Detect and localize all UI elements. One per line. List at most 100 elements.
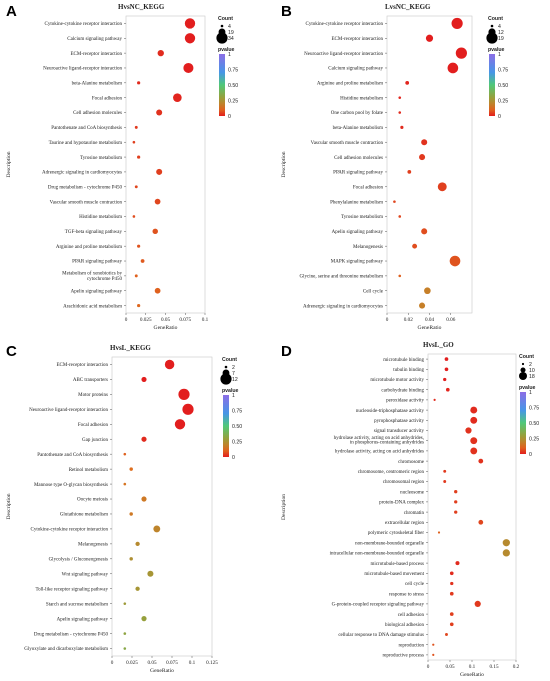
data-point (419, 154, 426, 161)
panel-a: A HvsNC_KEGG 0 0.025 0.05 0.075 0.1 GeneRatio De… (0, 0, 275, 340)
category-label: Vascular smooth muscle contraction (50, 200, 123, 205)
x-tick-label: 0 (427, 664, 430, 670)
data-point (123, 647, 127, 650)
x-tick-label: 0.04 (425, 317, 434, 323)
category-label: chromatin (404, 511, 425, 516)
category-label: Histidine metabolism (79, 215, 122, 220)
data-point (449, 622, 454, 627)
category-label: Apelin signaling pathway (332, 230, 384, 235)
data-point (153, 525, 161, 533)
data-point (398, 111, 402, 114)
data-point (141, 436, 147, 442)
category-label: Glycine, serine and threonine metabolism (300, 275, 384, 280)
plot-frame (111, 356, 213, 657)
data-point (164, 359, 175, 370)
category-label: Cytokine-cytokine receptor interaction (306, 22, 384, 27)
category-label: PPAR signaling pathway (333, 171, 383, 176)
category-label: cellular response to DNA damage stimulus (338, 633, 424, 638)
color-legend-label: 0.75 (232, 408, 242, 414)
color-legend-label: 0 (232, 455, 235, 461)
category-label: One carbon pool by folate (331, 111, 384, 116)
x-tick-label: 0.15 (489, 664, 498, 670)
category-label: Adrenergic signaling in cardiomyocytes (42, 171, 122, 176)
category-label: Focal adhesion (78, 423, 109, 428)
category-label: Neuroactive ligand-receptor interaction (304, 52, 383, 57)
category-label: Calcium signaling pathway (67, 37, 122, 42)
color-legend-label: 0.75 (228, 67, 238, 73)
category-label: Arachidonic acid metabolism (63, 304, 122, 309)
panel-c: C HvsL_KEGG 0 0.025 0.05 0.075 0.1 0.125 GeneRat… (0, 340, 275, 681)
category-label: microtubule-based process (371, 562, 425, 567)
category-label: nucleoside-triphosphatase activity (356, 409, 425, 414)
data-point (447, 62, 459, 74)
data-point (443, 377, 447, 382)
data-point (449, 255, 461, 267)
data-point (132, 140, 136, 144)
color-legend-label: 0 (529, 452, 532, 458)
color-legend-bar (223, 395, 229, 457)
category-label: Taurine and hypotaurine metabolism (49, 141, 122, 146)
color-legend-label: 0.50 (228, 83, 238, 89)
x-tick-label: 0.02 (404, 317, 413, 323)
data-point (182, 403, 194, 415)
category-label: cell adhesion (398, 613, 425, 618)
data-point (437, 182, 447, 192)
data-point (407, 170, 412, 174)
color-legend-label: 0 (228, 114, 231, 120)
category-label: Gap junction (82, 438, 108, 443)
category-label: microtubule binding (383, 358, 424, 363)
data-point (412, 243, 418, 249)
size-legend-dot (521, 362, 525, 366)
category-label: Tyrosine metabolism (341, 215, 383, 220)
category-label: Glycolysis / Gluconeogenesis (49, 558, 108, 563)
category-label: Toll-like receptor signaling pathway (35, 587, 108, 592)
data-point (433, 398, 436, 401)
data-point (470, 406, 478, 414)
size-legend-dot (486, 32, 498, 44)
data-point (424, 287, 431, 295)
data-point (437, 531, 441, 534)
data-point (444, 367, 449, 372)
category-label: ABC transporters (73, 378, 108, 383)
category-label: Starch and sucrose metabolism (46, 602, 108, 607)
x-tick-label: 0.1 (469, 664, 476, 670)
color-legend-label: 0.25 (232, 439, 242, 445)
category-label: signal transducer activity (374, 429, 425, 434)
category-label: microtubule motor activity (370, 378, 424, 383)
x-tick-label: 0.125 (206, 660, 218, 666)
color-legend-label: 0.25 (529, 436, 539, 442)
color-legend-label: 0 (498, 114, 501, 120)
panel-b: B LvsNC_KEGG 0 0.02 0.04 0.06 GeneRatio Descrip… (275, 0, 550, 340)
category-label: pyrophosphatase activity (374, 419, 424, 424)
chart-panel-c: C HvsL_KEGG 0 0.025 0.05 0.075 0.1 0.125 GeneRat… (6, 343, 242, 674)
data-point (502, 549, 510, 557)
panel-title: HvsL_KEGG (110, 344, 151, 352)
data-point (141, 616, 147, 622)
data-point (449, 612, 454, 616)
data-point (137, 303, 141, 308)
category-label: Pantothenate and CoA biosynthesis (37, 453, 108, 458)
category-label: biological adhesion (385, 623, 425, 628)
color-legend-bar (520, 392, 526, 454)
category-label: Pantothenate and CoA biosynthesis (51, 126, 122, 131)
category-label: Glyoxylate and dicarboxylate metabolism (24, 647, 108, 652)
x-tick-label: 0.2 (513, 664, 520, 670)
data-point (393, 200, 396, 203)
category-label: Calcium signaling pathway (328, 67, 383, 72)
x-tick-label: 0 (125, 317, 128, 323)
size-legend-dot (216, 32, 228, 44)
data-point (470, 447, 478, 455)
chart-panel-d: D HvsL_GO 0 0.05 0.1 0.15 0.2 GeneRatio Descript… (281, 341, 539, 678)
data-point (454, 490, 458, 494)
chart-panel-b: B LvsNC_KEGG 0 0.02 0.04 0.06 GeneRatio Descrip… (281, 3, 508, 331)
size-legend-title: Count (222, 357, 237, 363)
color-legend-label: 0.50 (498, 83, 508, 89)
size-legend-title: Count (519, 354, 534, 360)
category-label: Arginine and proline metabolism (317, 82, 383, 87)
x-tick-label: 0.025 (140, 317, 152, 323)
color-legend-label: 0.50 (529, 421, 539, 427)
size-legend-dot (520, 367, 526, 373)
category-label: MAPK signaling pathway (331, 260, 384, 265)
category-label: Cell cycle (363, 289, 384, 294)
data-point (184, 33, 196, 44)
